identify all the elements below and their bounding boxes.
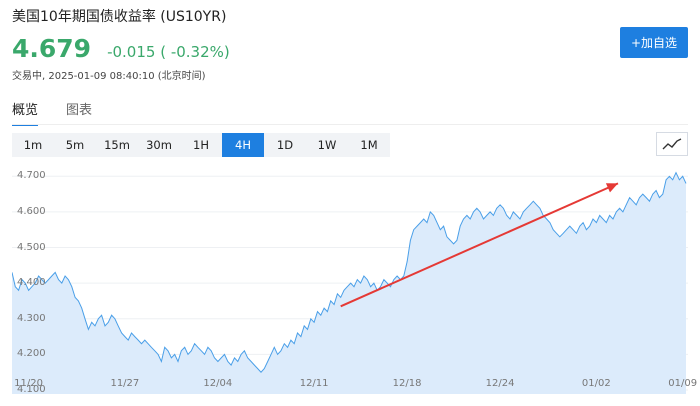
period-4h[interactable]: 4H <box>222 133 264 157</box>
line-chart-icon <box>662 138 682 150</box>
tab-overview[interactable]: 概览 <box>12 99 39 126</box>
trend-arrow-line <box>340 182 619 308</box>
chart-canvas <box>12 171 688 394</box>
y-tick-label: 4.100 <box>17 384 46 395</box>
y-tick-label: 4.400 <box>17 277 46 289</box>
price-row: 4.679 -0.015 ( -0.32%) <box>12 34 230 63</box>
x-tick-label: 01/02 <box>581 378 611 389</box>
y-tick-label: 4.600 <box>17 205 46 217</box>
trading-status: 交易中, 2025-01-09 08:40:10 (北京时间) <box>12 71 206 82</box>
chart-type-toggle[interactable] <box>656 132 688 156</box>
current-price: 4.679 <box>12 34 92 63</box>
y-tick-label: 4.200 <box>17 348 46 360</box>
tab-divider <box>12 124 688 125</box>
add-to-watchlist-button[interactable]: +加自选 <box>620 27 688 58</box>
period-1mo[interactable]: 1M <box>360 138 378 152</box>
period-1w[interactable]: 1W <box>317 138 337 152</box>
x-tick-label: 12/24 <box>485 378 515 389</box>
y-tick-label: 4.300 <box>17 312 46 324</box>
period-30m[interactable]: 30m <box>146 138 172 152</box>
period-1h[interactable]: 1H <box>193 138 209 152</box>
security-title: 美国10年期国债收益率 (US10YR) <box>12 9 227 25</box>
x-tick-label: 12/18 <box>392 378 422 389</box>
series-line <box>12 171 687 373</box>
x-tick-label: 12/04 <box>203 378 233 389</box>
yield-chart[interactable] <box>12 162 688 394</box>
view-tabs: 概览 图表 <box>12 99 120 126</box>
period-1m[interactable]: 1m <box>23 138 43 152</box>
period-selector: 1m 5m 15m 30m 1H 4H 1D 1W 1M <box>12 133 390 157</box>
x-tick-label: 11/20 <box>14 378 44 389</box>
tab-chart[interactable]: 图表 <box>66 103 93 118</box>
period-15m[interactable]: 15m <box>104 138 130 152</box>
y-tick-label: 4.700 <box>17 170 46 182</box>
x-tick-label: 12/11 <box>299 378 329 389</box>
x-tick-label: 01/09 <box>668 378 698 389</box>
price-change: -0.015 ( -0.32%) <box>107 43 230 61</box>
x-tick-label: 11/27 <box>110 378 140 389</box>
period-5m[interactable]: 5m <box>65 138 85 152</box>
y-tick-label: 4.500 <box>17 241 46 253</box>
period-1d[interactable]: 1D <box>276 138 294 152</box>
trend-arrow-head <box>605 183 618 193</box>
